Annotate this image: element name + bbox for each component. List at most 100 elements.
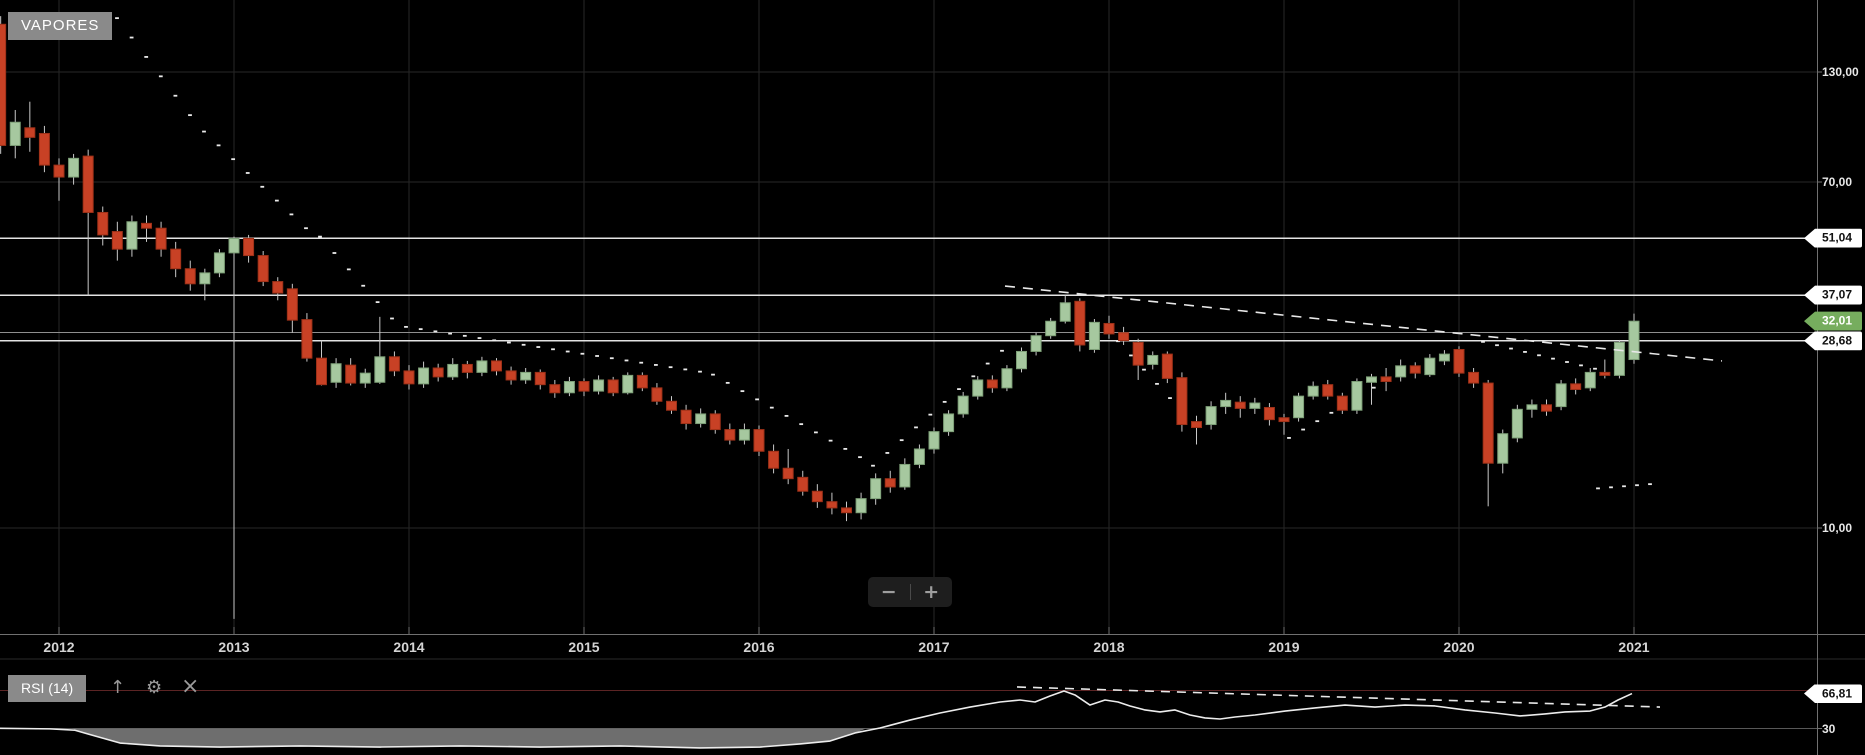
trendline-drawing[interactable]: [1004, 285, 1723, 362]
level-price-tag[interactable]: 37,07: [1804, 285, 1862, 305]
sar-dot: [914, 426, 918, 429]
sar-dot: [1551, 357, 1555, 360]
candle-body: [520, 371, 532, 381]
sar-dot: [462, 334, 467, 337]
candle-body: [1234, 401, 1246, 409]
sar-dot: [1481, 340, 1485, 343]
candle-body: [1366, 376, 1377, 383]
sar-dot: [1579, 364, 1583, 367]
candle-body: [228, 237, 240, 254]
sar-dot: [1301, 428, 1306, 431]
sar-dot: [957, 388, 961, 390]
candle-body: [841, 507, 852, 514]
year-label: 2018: [1093, 639, 1125, 655]
candle-body: [870, 478, 882, 500]
level-price-tag[interactable]: 51,04: [1804, 228, 1862, 248]
rsi-trendline-drawing[interactable]: [1016, 686, 1661, 708]
sar-dot: [683, 368, 688, 371]
sar-dot: [1609, 486, 1613, 489]
candle-body: [1249, 402, 1261, 409]
indicator-settings-gear-icon[interactable]: ⚙: [146, 677, 163, 698]
sar-dot: [1168, 397, 1172, 399]
time-axis[interactable]: [0, 634, 1817, 659]
candle-body: [53, 164, 65, 178]
sar-dot: [985, 362, 990, 365]
candle-body: [243, 237, 255, 257]
candle-body: [782, 467, 794, 480]
candle-body: [38, 132, 50, 166]
candle-body: [593, 379, 605, 392]
candle-body: [1395, 365, 1407, 378]
candle-body: [24, 127, 36, 138]
sar-dot: [188, 114, 192, 117]
sar-dot: [318, 235, 322, 238]
year-label: 2013: [218, 639, 250, 655]
rsi-indicator-label[interactable]: RSI (14): [8, 675, 87, 702]
price-axis[interactable]: [1817, 0, 1865, 755]
candle-body: [316, 357, 327, 386]
candle-body: [666, 400, 677, 411]
sar-dot: [1287, 437, 1291, 439]
candle-body: [1570, 383, 1582, 390]
candle-body: [141, 222, 152, 229]
candle-body: [636, 374, 648, 389]
sar-dot: [1523, 351, 1527, 353]
zoom-out-button[interactable]: −: [868, 578, 910, 606]
candle-body: [461, 363, 473, 373]
candle-body: [1336, 395, 1348, 411]
sar-dot: [448, 332, 452, 335]
candle-body: [695, 413, 707, 425]
candle-body: [1220, 399, 1232, 408]
sar-dot: [433, 330, 438, 333]
candle-body: [753, 429, 765, 452]
zoom-in-button[interactable]: +: [911, 578, 953, 606]
candle-body: [1030, 335, 1042, 352]
candle-body: [738, 429, 750, 441]
sar-dot: [1537, 354, 1541, 357]
sar-dot: [609, 357, 614, 360]
year-label: 2017: [918, 639, 950, 655]
candle-body: [257, 255, 269, 283]
candle-body: [913, 448, 925, 465]
remove-indicator-close-icon[interactable]: ×: [181, 674, 200, 699]
symbol-label[interactable]: VAPORES: [8, 12, 113, 40]
sar-dot: [971, 375, 976, 378]
sar-dot: [375, 301, 380, 304]
move-pane-up-icon[interactable]: ↑: [110, 677, 126, 698]
year-label: 2015: [568, 639, 600, 655]
year-label: 2016: [743, 639, 775, 655]
candle-body: [549, 384, 561, 394]
candle-body: [1278, 417, 1290, 423]
sar-dot: [942, 400, 947, 403]
sar-dot: [1142, 368, 1146, 371]
level-price-tag[interactable]: 28,68: [1804, 331, 1862, 351]
candle-body: [359, 372, 371, 384]
sar-dot: [1565, 361, 1569, 363]
candle-body: [126, 221, 138, 250]
candle-body: [1045, 320, 1057, 337]
candle-body: [811, 490, 823, 503]
year-label: 2014: [393, 639, 425, 655]
sar-dot: [231, 158, 236, 161]
candle-body: [1118, 332, 1130, 342]
candle-body: [476, 360, 488, 373]
candle-body: [1161, 353, 1173, 379]
candle-body: [155, 227, 167, 250]
sar-dot: [858, 456, 862, 459]
sar-dot: [536, 346, 541, 348]
candle-body: [286, 288, 298, 321]
sar-dot: [1315, 420, 1320, 423]
candle-body: [1424, 357, 1436, 376]
sar-dot: [1155, 382, 1159, 385]
sar-dot: [711, 373, 715, 376]
candle-body: [1541, 404, 1552, 412]
candle-body: [97, 211, 109, 236]
rsi-30-label: 30: [1822, 721, 1836, 736]
sar-dot: [346, 268, 351, 271]
year-label: 2012: [43, 639, 75, 655]
candle-body: [1059, 302, 1071, 322]
candle-body: [1322, 384, 1334, 397]
candle-body: [680, 409, 692, 425]
sar-dot: [580, 352, 585, 355]
